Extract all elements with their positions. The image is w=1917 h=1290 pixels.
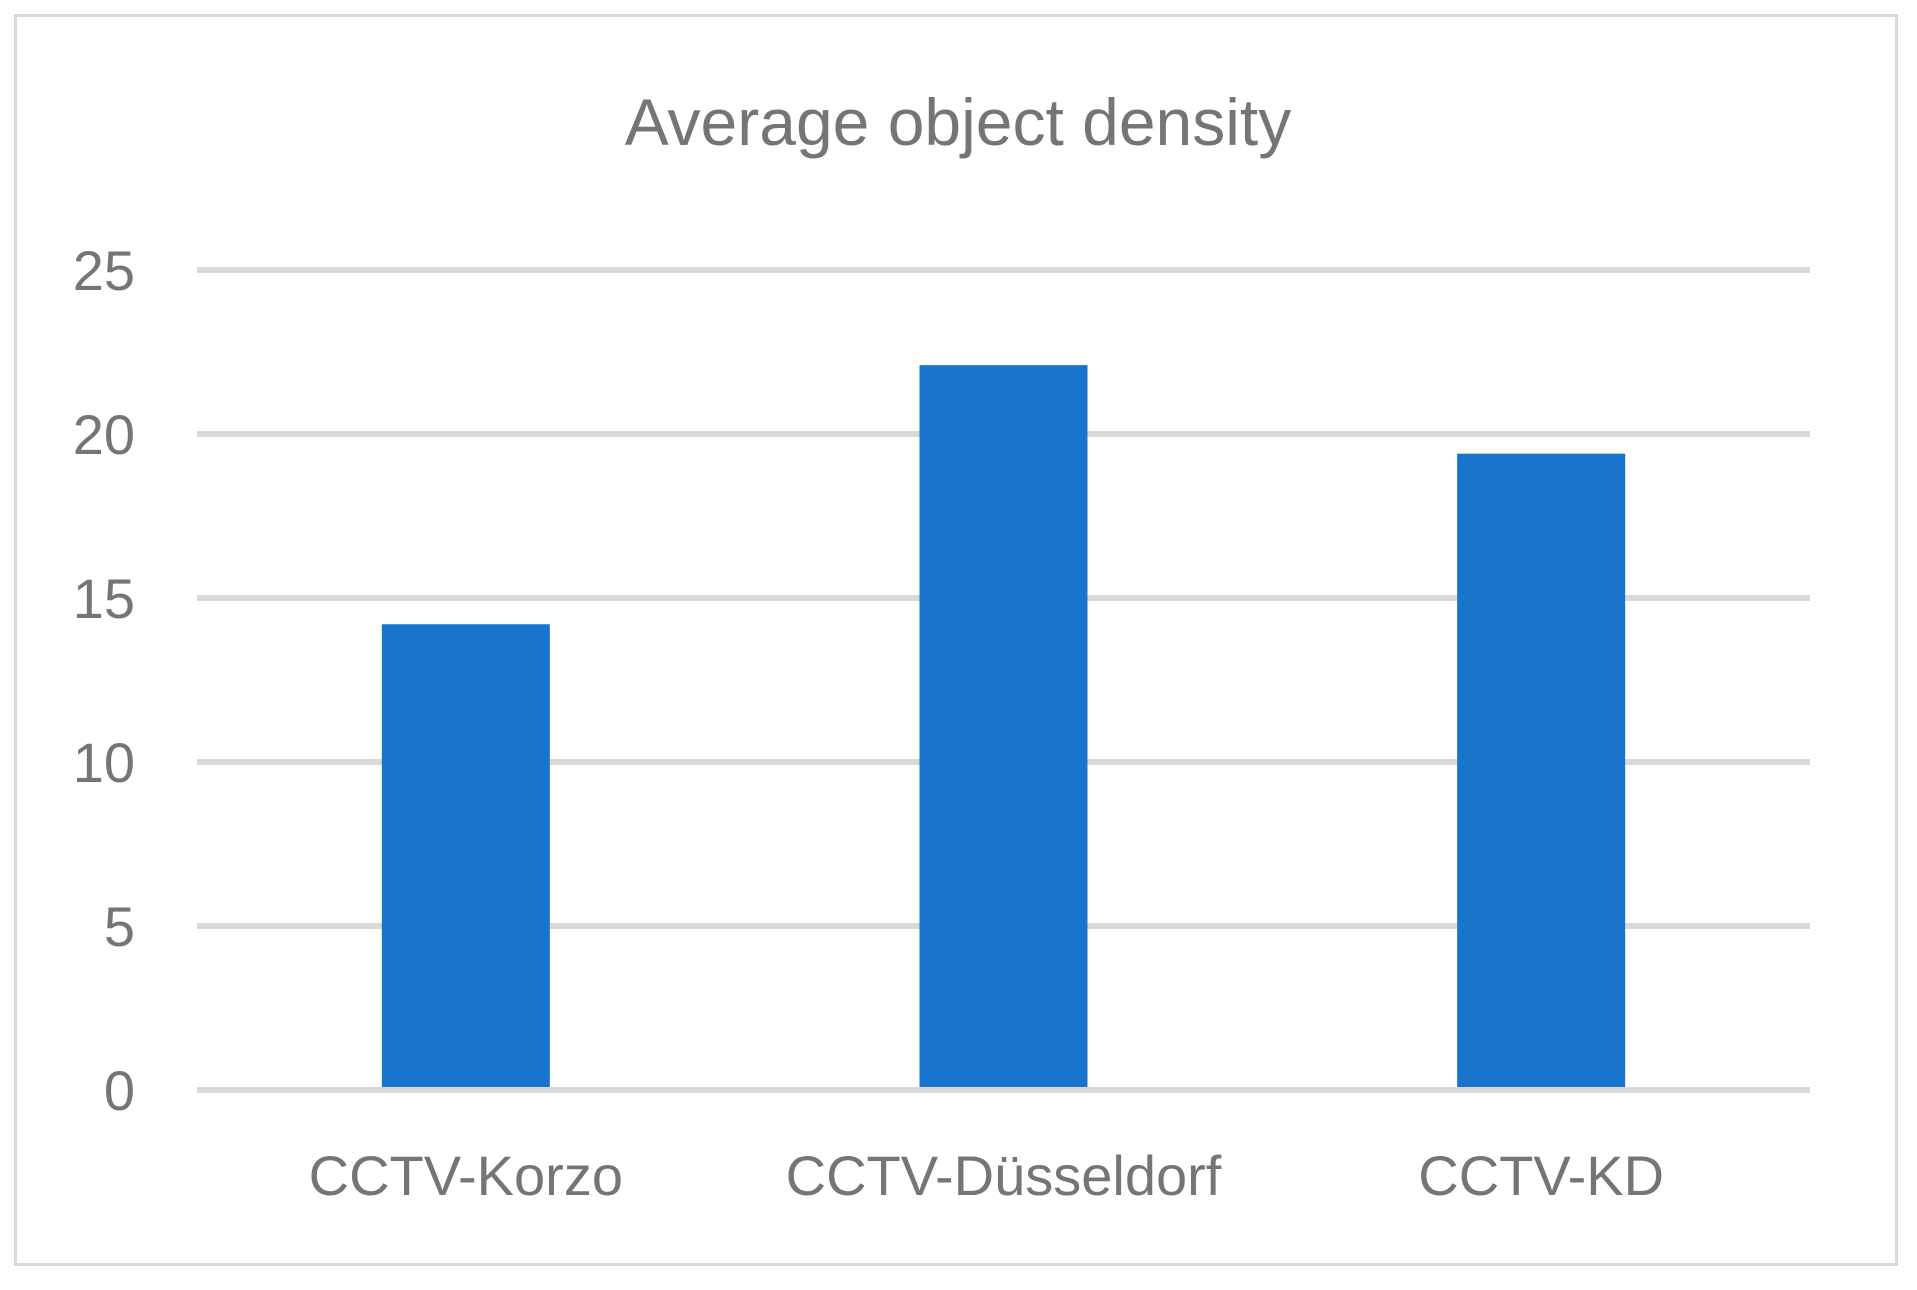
y-tick-label: 25 [73, 239, 135, 302]
y-tick-label: 5 [104, 895, 135, 958]
bar-cctv-korzo [381, 624, 550, 1087]
y-tick-label: 20 [73, 403, 135, 466]
y-tick-label: 15 [73, 567, 135, 630]
x-category-label: CCTV-Düsseldorf [786, 1144, 1222, 1207]
bar-cctv-d-sseldorf [919, 365, 1088, 1087]
y-axis-ticks: 0 5 10 15 20 25 [73, 239, 135, 1122]
x-axis-labels: CCTV-Korzo CCTV-Düsseldorf CCTV-KD [309, 1144, 1664, 1207]
x-category-label: CCTV-KD [1418, 1144, 1664, 1207]
x-category-label: CCTV-Korzo [309, 1144, 623, 1207]
y-tick-label: 10 [73, 731, 135, 794]
bar-cctv-kd [1457, 453, 1626, 1087]
bars [381, 365, 1626, 1087]
y-tick-label: 0 [104, 1059, 135, 1122]
chart-title: Average object density [625, 85, 1292, 159]
